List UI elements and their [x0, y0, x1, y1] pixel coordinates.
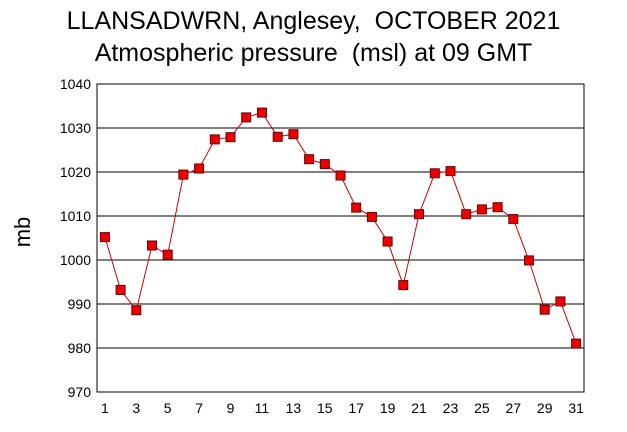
data-point-day-18: [366, 211, 377, 222]
grid-layer: [97, 127, 584, 349]
x-tick-label: 3: [132, 400, 140, 416]
data-point-day-6: [178, 169, 189, 180]
chart-title: LLANSADWRN, Anglesey, OCTOBER 2021: [66, 7, 561, 35]
data-point-day-28: [524, 255, 534, 266]
data-point-day-15: [319, 159, 330, 170]
data-point-day-31: [571, 338, 582, 349]
data-point-day-1: [99, 232, 110, 243]
x-tick-label: 15: [317, 400, 333, 416]
x-tick-label: 9: [227, 400, 235, 416]
y-tick-label: 980: [68, 340, 92, 356]
data-point-day-29: [539, 304, 550, 315]
x-tick-label: 31: [568, 400, 584, 416]
data-point-day-16: [335, 170, 346, 181]
y-tick-label: 1000: [60, 252, 91, 268]
series-layer: [99, 107, 582, 349]
y-tick-label: 990: [68, 296, 92, 312]
x-tick-label: 29: [537, 400, 553, 416]
data-point-day-24: [461, 209, 472, 220]
y-tick-label: 970: [68, 384, 92, 400]
x-tick-label: 1: [101, 400, 109, 416]
x-axis-ticks: 1 3 5 7 9 11 13 15 17 19 21 23 25 27 29 31: [101, 400, 584, 416]
data-point-day-21: [414, 209, 424, 220]
x-tick-label: 25: [474, 400, 490, 416]
data-point-day-19: [382, 236, 393, 247]
y-tick-label: 1020: [60, 164, 91, 180]
x-tick-label: 19: [380, 400, 396, 416]
data-point-day-22: [429, 168, 440, 179]
data-point-day-5: [162, 249, 173, 260]
series-line: [104, 112, 577, 344]
plot-area-frame: [96, 83, 585, 393]
chart-subtitle: Atmospheric pressure (msl) at 09 GMT: [94, 39, 533, 67]
data-point-day-10: [241, 112, 252, 123]
data-point-day-30: [555, 296, 566, 307]
x-tick-label: 17: [348, 400, 364, 416]
data-point-day-3: [131, 305, 142, 316]
data-point-day-9: [225, 132, 236, 143]
y-tick-label: 1010: [60, 208, 91, 224]
data-point-day-12: [272, 131, 283, 142]
data-point-day-25: [476, 204, 487, 215]
x-tick-label: 5: [164, 400, 172, 416]
y-axis-label: mb: [10, 217, 35, 248]
data-point-day-20: [398, 280, 409, 291]
x-tick-label: 23: [443, 400, 459, 416]
x-tick-label: 11: [255, 400, 270, 416]
y-tick-label: 1030: [60, 120, 91, 136]
data-point-day-26: [492, 202, 503, 213]
data-point-day-2: [115, 284, 126, 295]
data-point-day-4: [147, 240, 157, 251]
x-tick-label: 7: [195, 400, 203, 416]
data-point-day-14: [304, 154, 315, 165]
data-point-day-17: [351, 202, 362, 213]
x-tick-label: 27: [506, 400, 522, 416]
x-tick-label: 13: [286, 400, 302, 416]
y-tick-label: 1040: [60, 76, 91, 92]
x-tick-label: 21: [411, 400, 427, 416]
data-point-day-13: [288, 129, 299, 140]
data-point-day-8: [209, 134, 220, 145]
data-point-day-11: [257, 107, 267, 118]
data-point-day-7: [194, 163, 205, 174]
data-point-day-27: [508, 214, 519, 225]
data-point-day-23: [445, 166, 456, 177]
y-axis-ticks: 970 980 990 1000 1010 1020 1030 1040: [60, 76, 91, 400]
